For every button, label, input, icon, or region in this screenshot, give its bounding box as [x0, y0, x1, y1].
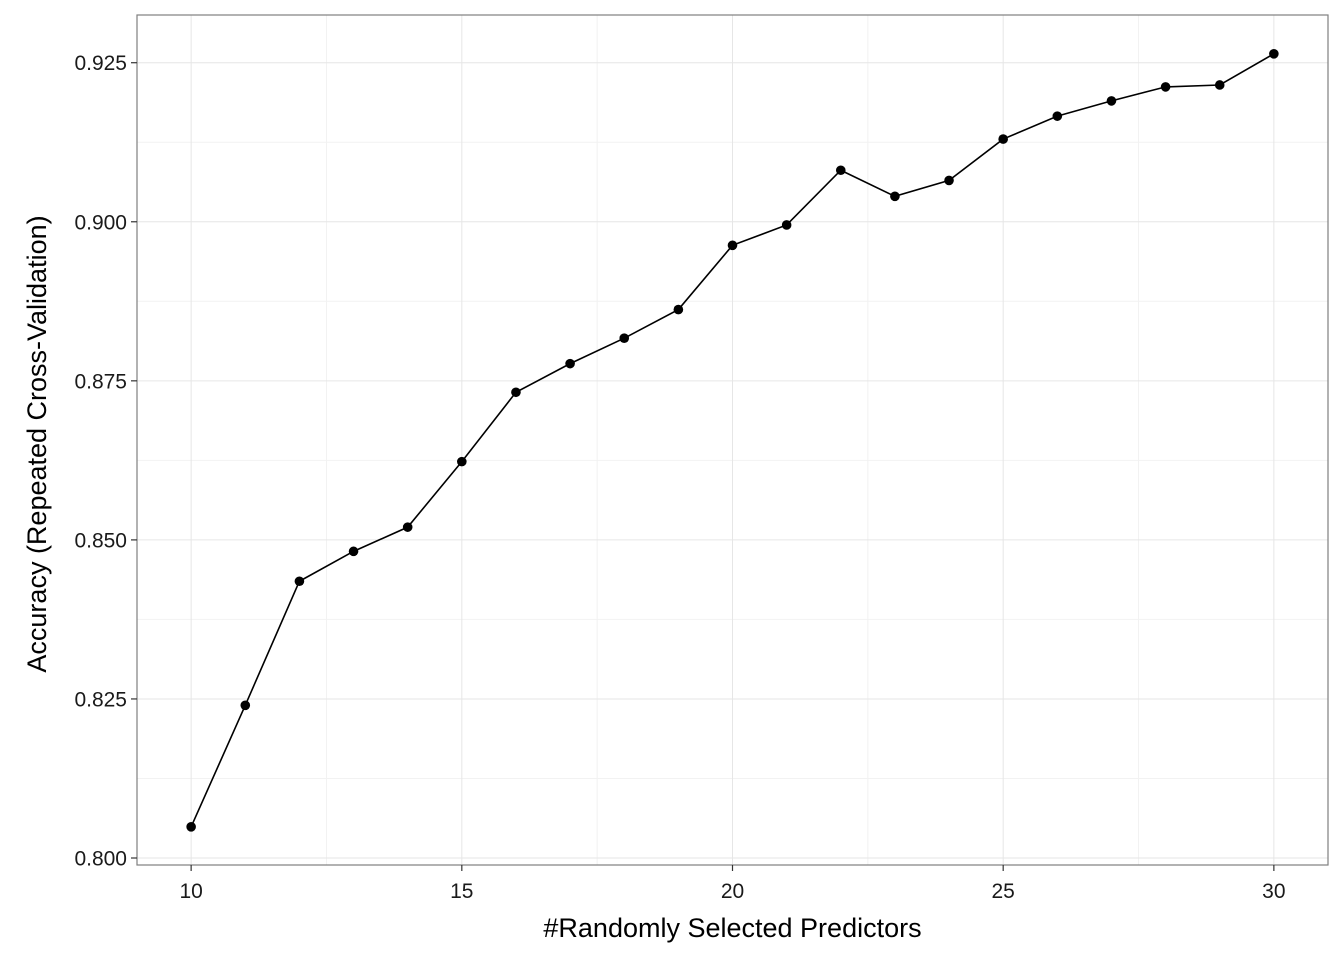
data-point: [348, 546, 359, 557]
data-point: [890, 191, 900, 202]
data-point: [402, 522, 413, 532]
data-point: [1160, 82, 1171, 92]
data-point: [1269, 49, 1279, 59]
x-tick-label: 10: [179, 880, 202, 903]
data-point: [619, 333, 630, 344]
x-axis-title: #Randomly Selected Predictors: [543, 913, 921, 943]
y-axis-title: Accuracy (Repeated Cross-Validation): [22, 215, 52, 672]
y-tick-label: 0.825: [74, 688, 127, 711]
data-point: [294, 576, 305, 587]
data-point: [835, 165, 846, 176]
series-layer: [186, 49, 1279, 832]
y-axis: 0.800 0.825 0.850 0.875 0.900 0.925: [74, 52, 137, 871]
data-point: [673, 304, 684, 315]
x-tick-label: 25: [992, 880, 1015, 903]
x-tick-label: 15: [450, 880, 473, 903]
data-point: [240, 700, 251, 711]
x-axis: 10 15 20 25 30: [179, 865, 1286, 903]
y-tick-label: 0.900: [74, 211, 127, 234]
data-point: [727, 240, 738, 251]
data-point: [944, 175, 954, 186]
data-point: [565, 358, 575, 369]
y-tick-label: 0.800: [74, 848, 127, 871]
data-point: [1052, 111, 1063, 121]
y-tick-label: 0.850: [74, 529, 127, 552]
x-tick-label: 30: [1262, 880, 1285, 903]
x-tick-label: 20: [721, 880, 744, 903]
data-point: [998, 134, 1008, 144]
data-point: [1214, 80, 1225, 90]
data-point: [457, 456, 467, 467]
y-tick-label: 0.925: [74, 52, 127, 75]
y-tick-label: 0.875: [74, 370, 127, 393]
major-gridlines: [137, 15, 1328, 865]
data-point: [186, 822, 196, 832]
data-point: [1106, 96, 1117, 106]
data-point: [511, 387, 521, 398]
data-point: [781, 220, 792, 230]
